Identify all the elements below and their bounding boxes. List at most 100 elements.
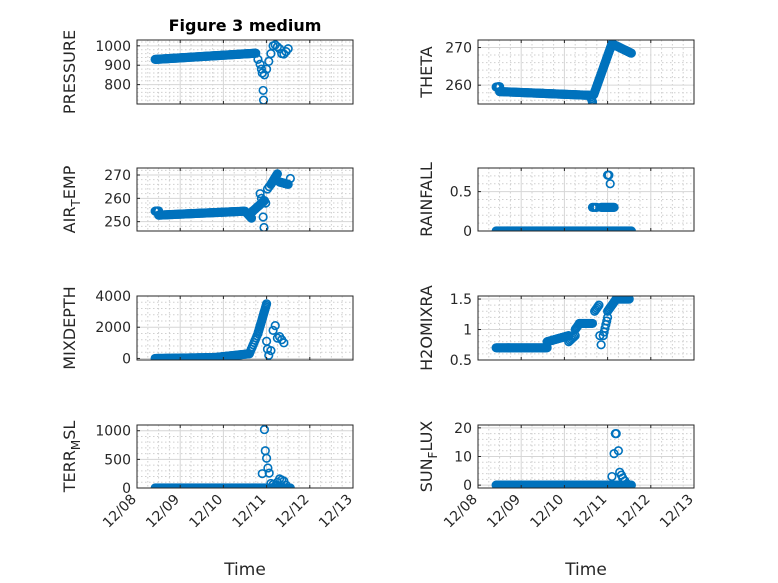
data-point <box>262 299 272 309</box>
x-tick-label: 12/12 <box>273 492 313 532</box>
y-tick-label: 10 <box>454 450 472 466</box>
axes-frame <box>136 167 354 232</box>
x-tick-label: 12/11 <box>571 492 611 532</box>
data-point <box>264 182 274 192</box>
data-point <box>272 42 283 52</box>
y-axis-label: MIXDEPTH <box>60 286 79 369</box>
y-tick-label: 0 <box>122 351 131 367</box>
y-tick-label: 250 <box>104 215 131 231</box>
y-tick-label: 1000 <box>95 39 131 55</box>
series-markers <box>491 296 634 353</box>
x-tick-label: 12/11 <box>230 492 270 532</box>
x-tick-label: 12/08 <box>441 492 481 532</box>
panel-mixdepth: 0 2000 4000 MIXDEPTH <box>60 286 354 370</box>
y-tick-label: 1.5 <box>450 292 472 308</box>
axes-frame <box>136 39 354 105</box>
data-point <box>258 85 268 96</box>
y-axis-label: SUNFLUX <box>417 421 440 493</box>
data-point <box>568 333 578 343</box>
x-tick-label: 12/10 <box>186 492 226 532</box>
series-markers <box>491 40 636 104</box>
axes-frame <box>136 424 354 489</box>
data-point <box>272 169 283 179</box>
data-point <box>268 325 278 335</box>
data-point <box>593 302 603 312</box>
data-point <box>605 179 615 189</box>
data-point <box>283 44 293 54</box>
data-point <box>259 70 270 80</box>
data-point <box>281 480 291 488</box>
series-markers <box>491 428 636 488</box>
data-point <box>594 300 604 310</box>
series-markers <box>150 40 293 104</box>
data-point <box>264 468 274 478</box>
data-point <box>595 331 605 341</box>
panel-terr-msl: 0 500 1000 TERRMSL 12/08 12/09 12/10 12/11 12/12… <box>60 421 356 580</box>
y-tick-label: 20 <box>454 421 472 437</box>
y-axis-label: AIRTEMP <box>60 165 83 233</box>
y-tick-label: 500 <box>104 452 131 468</box>
data-point <box>258 212 268 222</box>
data-point <box>266 346 276 356</box>
y-tick-label: 2000 <box>95 320 131 336</box>
data-point <box>255 59 265 69</box>
data-point <box>259 222 269 231</box>
y-tick-label: 1000 <box>95 424 131 440</box>
x-tick-label: 12/12 <box>614 492 654 532</box>
axes-frame <box>136 295 354 361</box>
data-point <box>261 198 271 208</box>
y-axis-label: PRESSURE <box>60 30 79 114</box>
panel-rainfall: 0 0.5 RAINFALL <box>417 162 695 240</box>
y-tick-label: 800 <box>104 78 131 94</box>
y-tick-label: 0 <box>122 481 131 497</box>
y-tick-label: 270 <box>104 168 131 184</box>
data-point <box>604 170 614 180</box>
data-point <box>611 428 621 439</box>
x-tick-label: 12/13 <box>657 492 697 532</box>
y-axis-label: TERRMSL <box>60 421 83 494</box>
axes-frame <box>477 39 695 105</box>
y-tick-label: 260 <box>445 78 472 94</box>
y-tick-label: 4000 <box>95 289 131 305</box>
axes-frame <box>477 295 695 361</box>
data-point <box>607 471 617 482</box>
data-point <box>262 184 273 194</box>
series-markers <box>150 299 289 360</box>
y-axis-label: H2OMIXRA <box>417 285 436 371</box>
chart-title: Figure 3 medium <box>169 16 322 35</box>
data-point <box>272 333 283 343</box>
data-point <box>262 453 272 463</box>
y-tick-label: 0.5 <box>450 185 472 201</box>
y-tick-label: 1 <box>463 323 472 339</box>
panel-theta: 260 270 THETA <box>417 39 695 105</box>
x-tick-label: 12/09 <box>143 492 183 532</box>
data-point <box>609 202 619 212</box>
data-point <box>613 446 624 456</box>
y-tick-label: 0 <box>463 478 472 494</box>
axes-frame <box>477 167 695 232</box>
data-point <box>624 296 634 304</box>
x-tick-label: 12/09 <box>484 492 524 532</box>
data-point <box>596 340 606 350</box>
data-point <box>255 189 265 199</box>
data-point <box>602 316 612 326</box>
data-point <box>259 425 270 435</box>
data-point <box>283 179 293 189</box>
panel-pressure: 800 900 1000 PRESSURE Figure 3 medium <box>60 16 354 114</box>
y-tick-label: 900 <box>104 58 131 74</box>
panel-air-temp: 250 260 270 AIRTEMP <box>60 165 354 233</box>
panel-h2omixra: 0.5 1 1.5 H2OMIXRA <box>417 285 695 371</box>
series-markers <box>150 169 295 231</box>
y-axis-label: THETA <box>417 46 436 98</box>
y-tick-label: 260 <box>104 191 131 207</box>
x-axis-label: Time <box>223 560 266 580</box>
data-point <box>285 173 295 184</box>
data-point <box>587 318 598 329</box>
y-tick-label: 0.5 <box>450 353 472 369</box>
x-tick-label: 12/08 <box>100 492 140 532</box>
series-markers <box>150 425 295 488</box>
data-point <box>264 350 274 360</box>
data-point <box>263 463 273 473</box>
